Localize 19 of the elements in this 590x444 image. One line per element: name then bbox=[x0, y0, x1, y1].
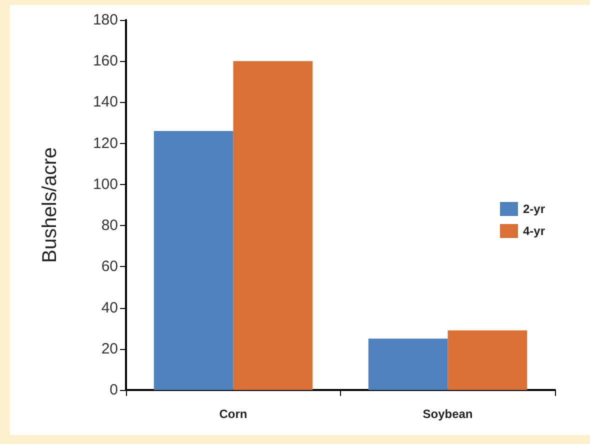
y-tick-label: 20 bbox=[101, 340, 118, 358]
x-tick-label: Soybean bbox=[422, 407, 473, 421]
legend-label: 2-yr bbox=[522, 202, 546, 216]
y-tick-label: 180 bbox=[92, 12, 118, 28]
y-tick-label: 120 bbox=[92, 134, 118, 152]
y-tick-label: 80 bbox=[101, 217, 118, 234]
y-tick-label: 40 bbox=[101, 299, 118, 316]
bar bbox=[448, 330, 528, 390]
y-tick-label: 160 bbox=[92, 52, 118, 70]
y-tick-label: 100 bbox=[92, 176, 118, 193]
bar bbox=[233, 61, 313, 390]
y-tick-label: 0 bbox=[110, 382, 118, 398]
x-tick-label: Corn bbox=[219, 407, 248, 421]
y-axis-title: Bushels/acre bbox=[39, 147, 61, 263]
legend-label: 4-yr bbox=[522, 224, 546, 238]
y-tick-label: 60 bbox=[101, 258, 118, 276]
bar bbox=[368, 338, 448, 390]
y-tick-label: 140 bbox=[92, 94, 118, 111]
bar bbox=[154, 131, 234, 390]
